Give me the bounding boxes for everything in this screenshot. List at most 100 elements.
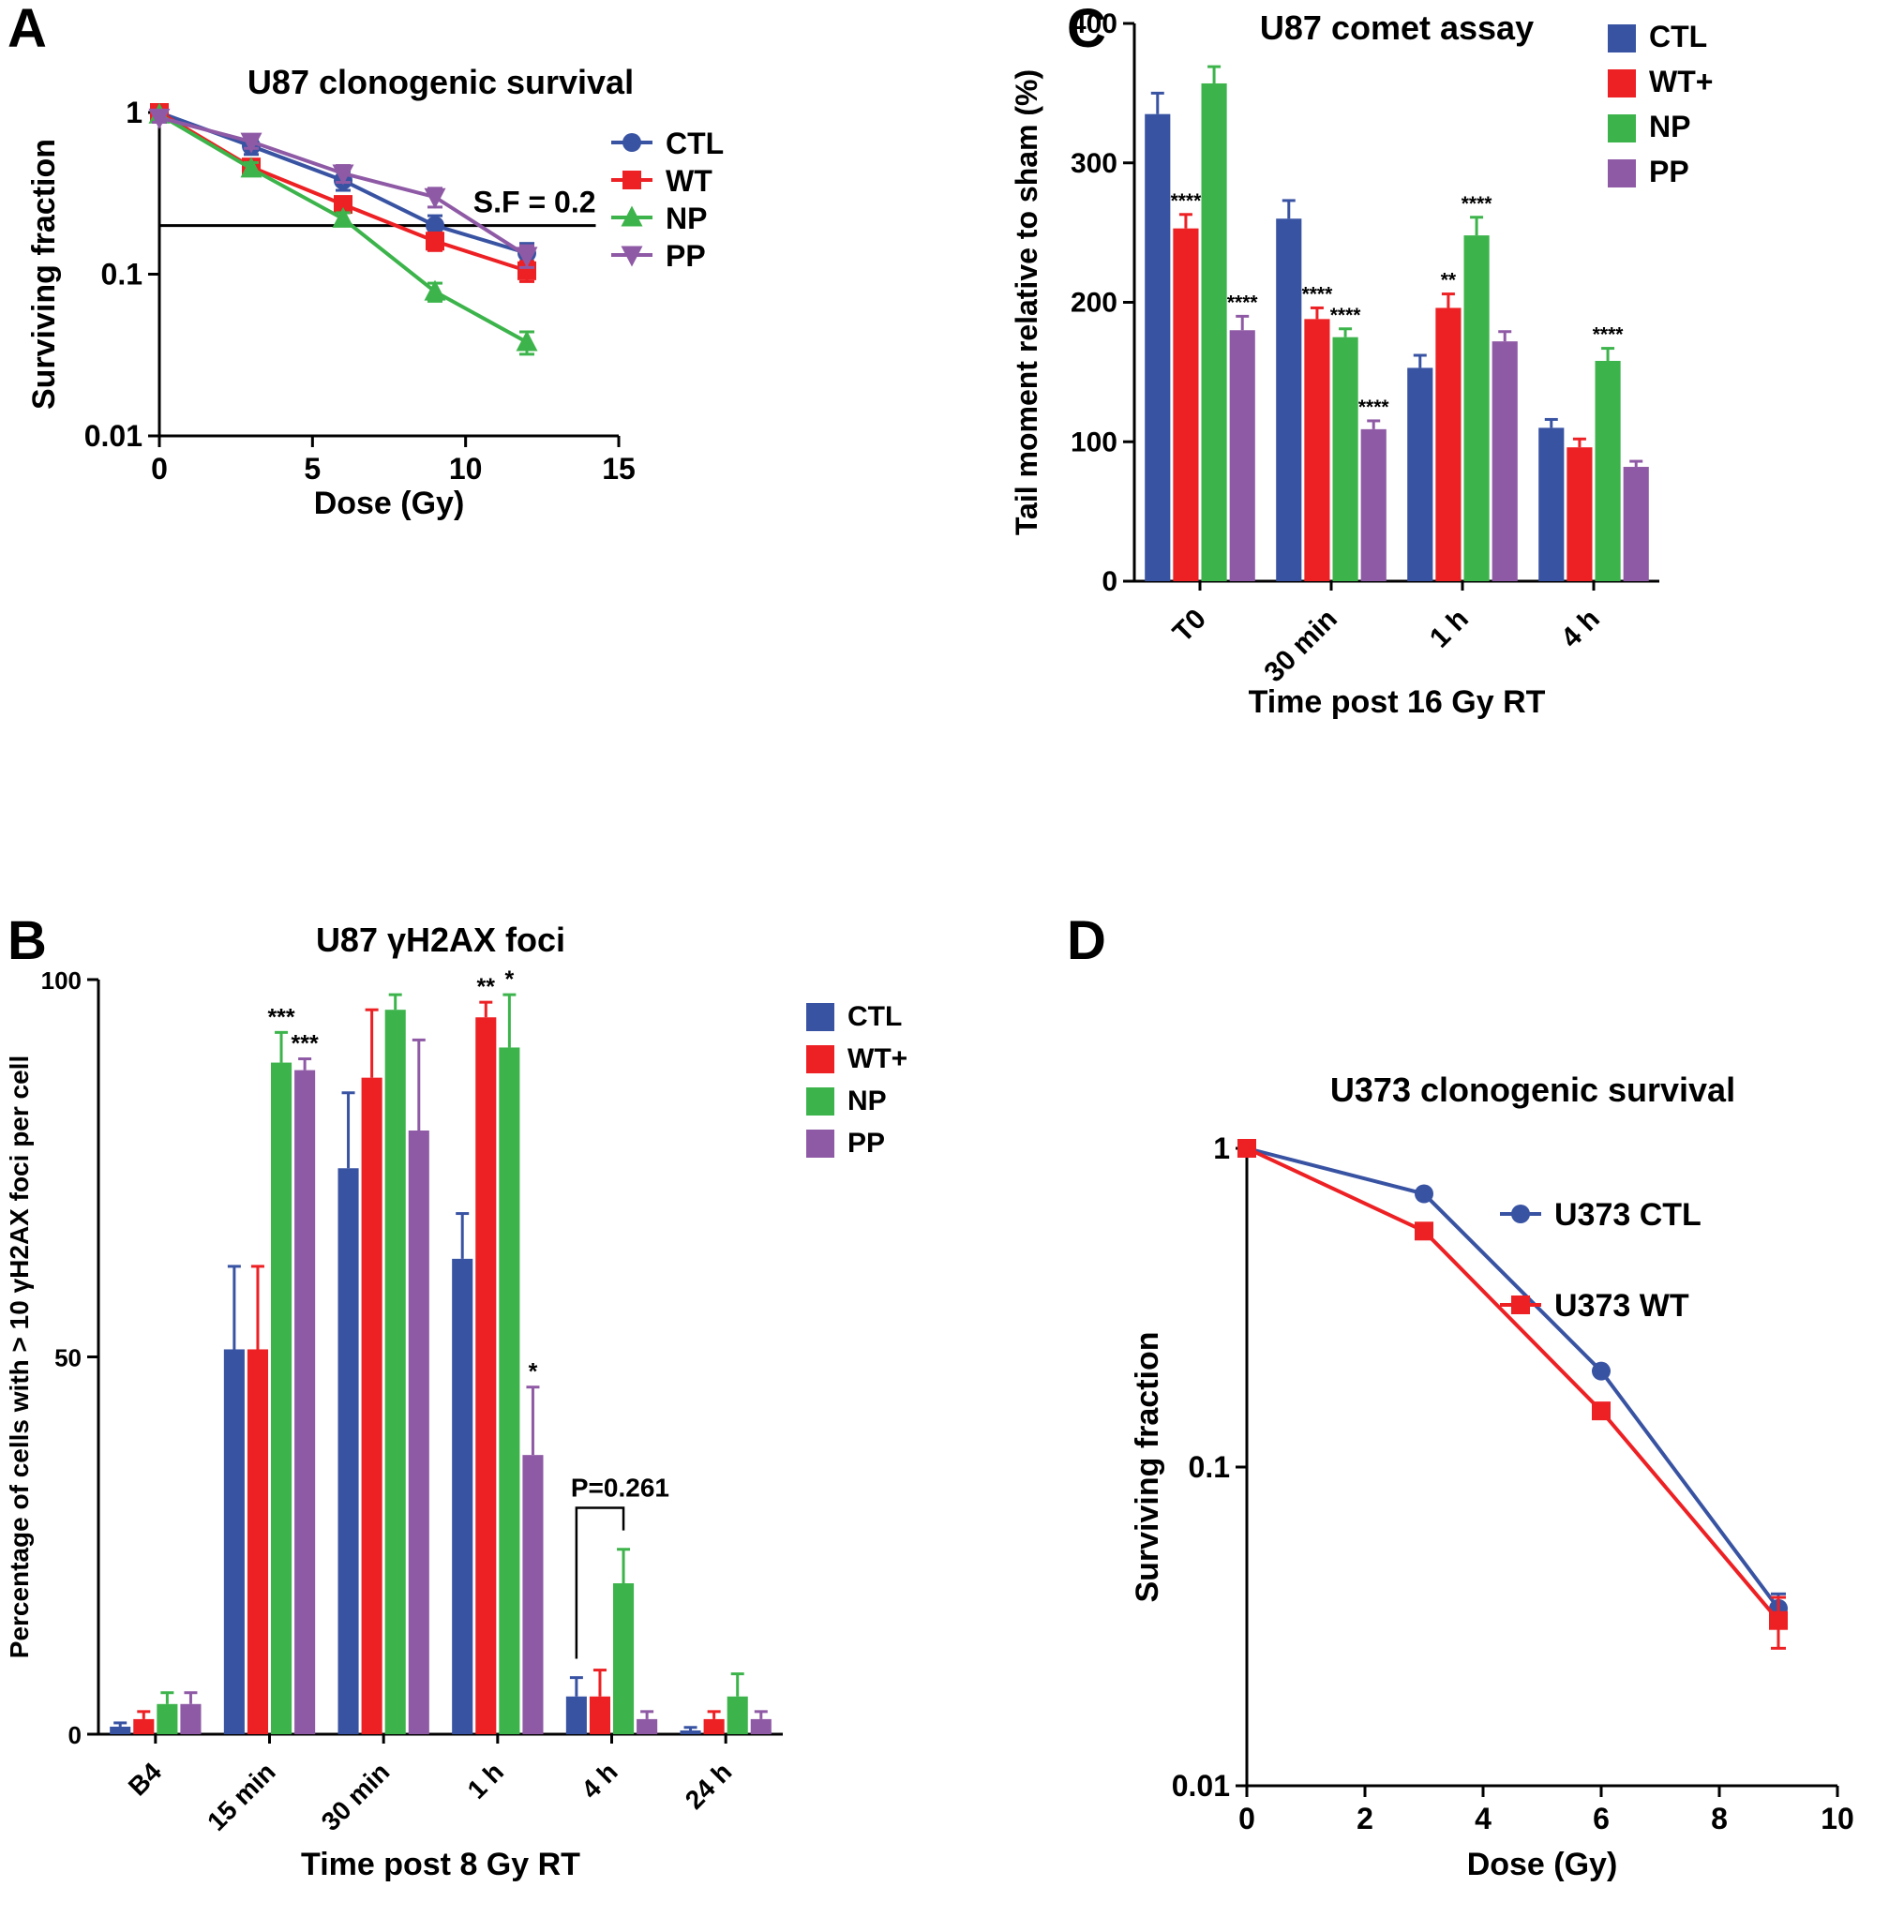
bar-CTL-24 h — [680, 1730, 701, 1734]
x-tick-label: 0 — [151, 452, 168, 486]
bar-NP-1 h — [1463, 235, 1490, 581]
chart-u87-clonogenic-survival: U87 clonogenic survival Surviving fractio… — [26, 63, 724, 521]
legend-label: WT — [666, 164, 712, 198]
significance-stars: **** — [1462, 193, 1493, 215]
chart-title: U87 clonogenic survival — [247, 63, 634, 101]
bar-NP-1 h — [499, 1047, 520, 1734]
legend-label: CTL — [1649, 20, 1707, 53]
chart-title: U87 comet assay — [1260, 8, 1534, 47]
bar-NP-24 h — [727, 1696, 748, 1734]
y-axis-label: Percentage of cells with > 10 γH2AX foci… — [5, 1056, 34, 1658]
x-category-label: 4 h — [1555, 604, 1606, 654]
bar-NP-30 min — [384, 1010, 406, 1734]
chart-title: U373 clonogenic survival — [1330, 1071, 1735, 1109]
legend-swatch-NP — [1608, 114, 1636, 142]
bar-WT+-24 h — [703, 1718, 725, 1734]
bar-CTL-1 h — [452, 1258, 473, 1734]
chart-u373-clonogenic-survival: U373 clonogenic survival Surviving fracti… — [1130, 1071, 1854, 1882]
y-tick-label: 1 — [1213, 1131, 1230, 1165]
bar-WT+-B4 — [133, 1718, 155, 1734]
panel-letter-b: B — [7, 910, 47, 971]
bar-PP-4 h — [1623, 467, 1649, 581]
chart-title: U87 γH2AX foci — [316, 921, 565, 959]
legend-swatch-PP — [806, 1130, 834, 1158]
x-category-label: 30 min — [316, 1757, 396, 1836]
legend-label: WT+ — [1649, 65, 1713, 98]
bar-CTL-30 min — [1276, 218, 1302, 581]
bar-CTL-15 min — [223, 1349, 245, 1734]
data-point-PP — [240, 132, 262, 154]
y-tick-label: 200 — [1071, 288, 1117, 319]
x-tick-label: 15 — [602, 452, 636, 486]
bar-WT+-15 min — [247, 1349, 268, 1734]
x-category-label: 15 min — [202, 1757, 281, 1836]
data-point-NP — [424, 279, 446, 301]
bar-PP-1 h — [1492, 341, 1518, 581]
x-category-label: 1 h — [462, 1757, 510, 1805]
data-point-U373 CTL — [1592, 1361, 1611, 1381]
significance-stars: **** — [1227, 292, 1259, 313]
significance-stars: **** — [1171, 190, 1203, 212]
bar-WT+-4 h — [1567, 447, 1593, 581]
x-axis-label: Time post 8 Gy RT — [301, 1847, 580, 1882]
legend-marker-WT — [622, 171, 641, 189]
x-tick-label: 0 — [1238, 1802, 1255, 1835]
x-axis-label: Time post 16 Gy RT — [1249, 684, 1546, 720]
legend-label: CTL — [847, 1001, 902, 1032]
bar-CTL-B4 — [110, 1726, 131, 1734]
series-line-NP — [157, 112, 528, 344]
bar-WT+-4 h — [589, 1696, 610, 1734]
reference-line-label: S.F = 0.2 — [473, 186, 596, 219]
chart-u87-comet-assay: U87 comet assay Tail moment relative to s… — [1010, 8, 1713, 720]
legend-label: PP — [666, 239, 706, 273]
significance-stars: **** — [1358, 397, 1390, 418]
data-point-U373 CTL — [1415, 1184, 1433, 1204]
series-line-U373 CTL — [1246, 1146, 1780, 1610]
legend-label: U373 CTL — [1554, 1197, 1702, 1233]
y-tick-label: 0.1 — [101, 258, 142, 292]
x-tick-label: 10 — [449, 452, 483, 486]
legend-swatch-WT+ — [1608, 69, 1636, 97]
x-axis-label: Dose (Gy) — [1467, 1847, 1618, 1882]
bar-CTL-T0 — [1145, 113, 1171, 581]
significance-stars: ** — [477, 974, 496, 1000]
data-point-WT — [334, 195, 352, 215]
bar-NP-15 min — [271, 1062, 292, 1734]
legend-label: WT+ — [847, 1043, 907, 1074]
p-value-label: P=0.261 — [571, 1474, 669, 1503]
bar-PP-B4 — [180, 1703, 202, 1734]
significance-stars: *** — [267, 1004, 294, 1030]
x-category-label: 30 min — [1258, 604, 1343, 689]
x-tick-label: 4 — [1475, 1802, 1492, 1835]
data-point-U373 WT — [1415, 1221, 1433, 1241]
panel-letter-d: D — [1067, 910, 1106, 971]
legend-marker-PP — [621, 246, 643, 267]
data-point-PP — [148, 108, 171, 129]
bar-NP-B4 — [157, 1703, 178, 1734]
panel-letter-c: C — [1067, 0, 1106, 59]
x-tick-label: 6 — [1593, 1802, 1610, 1835]
series-line-U373 WT — [1246, 1146, 1780, 1622]
legend-label: NP — [847, 1086, 887, 1116]
y-tick-label: 1 — [126, 96, 142, 129]
legend-marker-NP — [621, 205, 643, 227]
significance-stars: **** — [1593, 324, 1625, 346]
bar-WT+-30 min — [361, 1077, 382, 1734]
y-tick-label: 300 — [1071, 148, 1117, 179]
x-category-label: T0 — [1167, 604, 1212, 649]
y-tick-label: 0 — [1102, 566, 1117, 597]
bar-NP-4 h — [1595, 360, 1621, 581]
y-tick-label: 0.01 — [1172, 1769, 1230, 1803]
bar-WT+-1 h — [1435, 307, 1462, 581]
bar-PP-15 min — [294, 1070, 316, 1734]
legend-swatch-PP — [1608, 159, 1636, 187]
bar-NP-30 min — [1332, 337, 1358, 581]
data-point-WT — [517, 261, 536, 280]
x-category-label: 1 h — [1424, 604, 1475, 654]
bar-CTL-4 h — [565, 1696, 587, 1734]
bar-NP-T0 — [1201, 82, 1227, 581]
significance-stars: * — [529, 1359, 538, 1385]
bar-CTL-30 min — [337, 1168, 359, 1734]
data-point-NP — [240, 157, 262, 178]
